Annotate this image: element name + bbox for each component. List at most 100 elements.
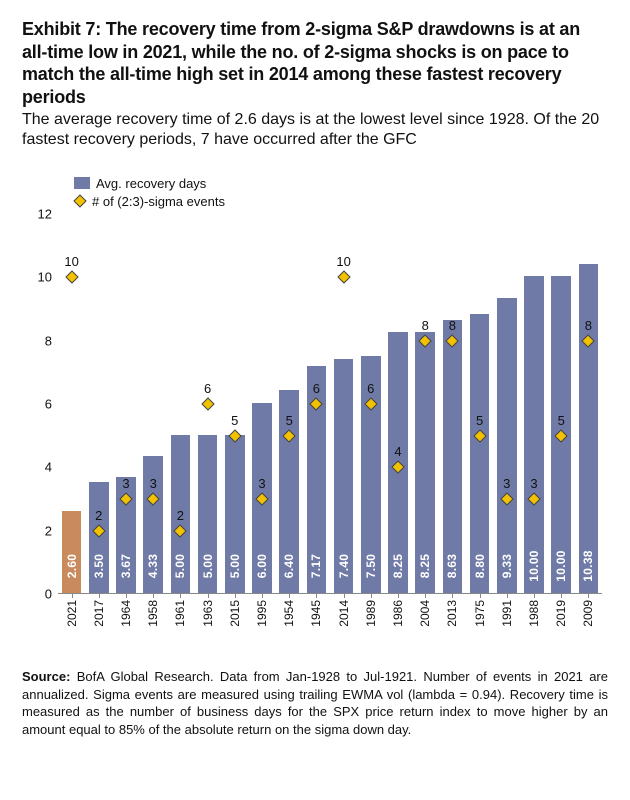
bar: 5.00 bbox=[225, 435, 245, 593]
bar-chart: 024681012 2.60103.5023.6734.3335.0025.00… bbox=[22, 214, 602, 634]
y-tick: 8 bbox=[45, 333, 52, 348]
event-label: 10 bbox=[64, 254, 78, 269]
event-label: 6 bbox=[204, 381, 211, 396]
bar-value: 8.80 bbox=[473, 554, 487, 579]
event-label: 8 bbox=[449, 318, 456, 333]
source-label: Source: bbox=[22, 669, 70, 684]
chart-legend: Avg. recovery days # of (2:3)-sigma even… bbox=[74, 174, 608, 210]
bar: 8.25 bbox=[415, 332, 435, 593]
bar-value: 8.25 bbox=[418, 554, 432, 579]
x-label: 1963 bbox=[201, 600, 215, 627]
exhibit-subtitle: The average recovery time of 2.6 days is… bbox=[22, 110, 608, 150]
legend-bar-swatch bbox=[74, 177, 90, 189]
x-label: 1988 bbox=[527, 600, 541, 627]
event-label: 6 bbox=[313, 381, 320, 396]
event-marker bbox=[173, 524, 187, 538]
x-label: 1995 bbox=[255, 600, 269, 627]
bar-value: 5.00 bbox=[228, 554, 242, 579]
legend-diamond-swatch bbox=[74, 195, 86, 207]
bar-value: 6.40 bbox=[282, 554, 296, 579]
event-label: 4 bbox=[394, 444, 401, 459]
x-axis: 2021201719641958196119632015199519541945… bbox=[58, 594, 602, 634]
event-label: 2 bbox=[95, 508, 102, 523]
x-label: 1964 bbox=[119, 600, 133, 627]
legend-diamond-row: # of (2:3)-sigma events bbox=[74, 192, 608, 210]
legend-diamond-label: # of (2:3)-sigma events bbox=[92, 194, 225, 209]
x-label: 1945 bbox=[309, 600, 323, 627]
bar-value: 5.00 bbox=[173, 554, 187, 579]
y-tick: 2 bbox=[45, 523, 52, 538]
x-label: 2014 bbox=[337, 600, 351, 627]
bar: 2.60 bbox=[62, 511, 82, 593]
event-label: 5 bbox=[476, 413, 483, 428]
event-marker bbox=[65, 270, 79, 284]
event-label: 3 bbox=[150, 476, 157, 491]
x-label: 2019 bbox=[554, 600, 568, 627]
bar-value: 10.38 bbox=[581, 550, 595, 582]
x-label: 1989 bbox=[364, 600, 378, 627]
bar: 5.00 bbox=[198, 435, 218, 593]
x-label: 2015 bbox=[228, 600, 242, 627]
y-tick: 4 bbox=[45, 460, 52, 475]
bar-value: 6.00 bbox=[255, 554, 269, 579]
x-label: 1975 bbox=[473, 600, 487, 627]
event-marker bbox=[255, 492, 269, 506]
x-label: 2009 bbox=[581, 600, 595, 627]
x-label: 1954 bbox=[282, 600, 296, 627]
event-label: 3 bbox=[530, 476, 537, 491]
bar: 8.80 bbox=[470, 314, 490, 593]
bar-value: 7.50 bbox=[364, 554, 378, 579]
x-label: 1961 bbox=[173, 600, 187, 627]
event-label: 3 bbox=[503, 476, 510, 491]
exhibit-title: Exhibit 7: The recovery time from 2-sigm… bbox=[22, 18, 608, 108]
event-marker bbox=[201, 397, 215, 411]
bar-value: 4.33 bbox=[146, 554, 160, 579]
source-text: BofA Global Research. Data from Jan-1928… bbox=[22, 669, 608, 737]
event-marker bbox=[473, 429, 487, 443]
event-marker bbox=[92, 524, 106, 538]
event-marker bbox=[337, 270, 351, 284]
event-label: 5 bbox=[231, 413, 238, 428]
bar-value: 7.17 bbox=[309, 554, 323, 579]
bar-value: 10.00 bbox=[527, 550, 541, 582]
bar: 10.00 bbox=[524, 276, 544, 593]
bar-value: 9.33 bbox=[500, 554, 514, 579]
event-marker bbox=[228, 429, 242, 443]
event-label: 3 bbox=[122, 476, 129, 491]
event-label: 3 bbox=[258, 476, 265, 491]
event-label: 8 bbox=[585, 318, 592, 333]
x-label: 2004 bbox=[418, 600, 432, 627]
legend-bar-row: Avg. recovery days bbox=[74, 174, 608, 192]
bar: 9.33 bbox=[497, 298, 517, 593]
event-marker bbox=[445, 334, 459, 348]
event-label: 5 bbox=[558, 413, 565, 428]
event-marker bbox=[554, 429, 568, 443]
bar-value: 3.67 bbox=[119, 554, 133, 579]
bar: 10.38 bbox=[579, 264, 599, 593]
event-marker bbox=[282, 429, 296, 443]
event-marker bbox=[527, 492, 541, 506]
x-label: 1991 bbox=[500, 600, 514, 627]
event-marker bbox=[146, 492, 160, 506]
event-label: 10 bbox=[336, 254, 350, 269]
bar-value: 7.40 bbox=[337, 554, 351, 579]
bar: 8.63 bbox=[443, 320, 463, 593]
bar-value: 8.25 bbox=[391, 554, 405, 579]
y-tick: 10 bbox=[38, 270, 52, 285]
plot-area: 2.60103.5023.6734.3335.0025.0065.0056.00… bbox=[58, 214, 602, 594]
x-label: 1986 bbox=[391, 600, 405, 627]
legend-bar-label: Avg. recovery days bbox=[96, 176, 206, 191]
bar-value: 2.60 bbox=[65, 554, 79, 579]
event-marker bbox=[119, 492, 133, 506]
bar-value: 5.00 bbox=[201, 554, 215, 579]
event-marker bbox=[581, 334, 595, 348]
event-marker bbox=[364, 397, 378, 411]
y-tick: 12 bbox=[38, 207, 52, 222]
event-label: 8 bbox=[422, 318, 429, 333]
x-label: 2013 bbox=[445, 600, 459, 627]
y-tick: 0 bbox=[45, 587, 52, 602]
event-label: 6 bbox=[367, 381, 374, 396]
event-label: 5 bbox=[286, 413, 293, 428]
event-label: 2 bbox=[177, 508, 184, 523]
event-marker bbox=[500, 492, 514, 506]
